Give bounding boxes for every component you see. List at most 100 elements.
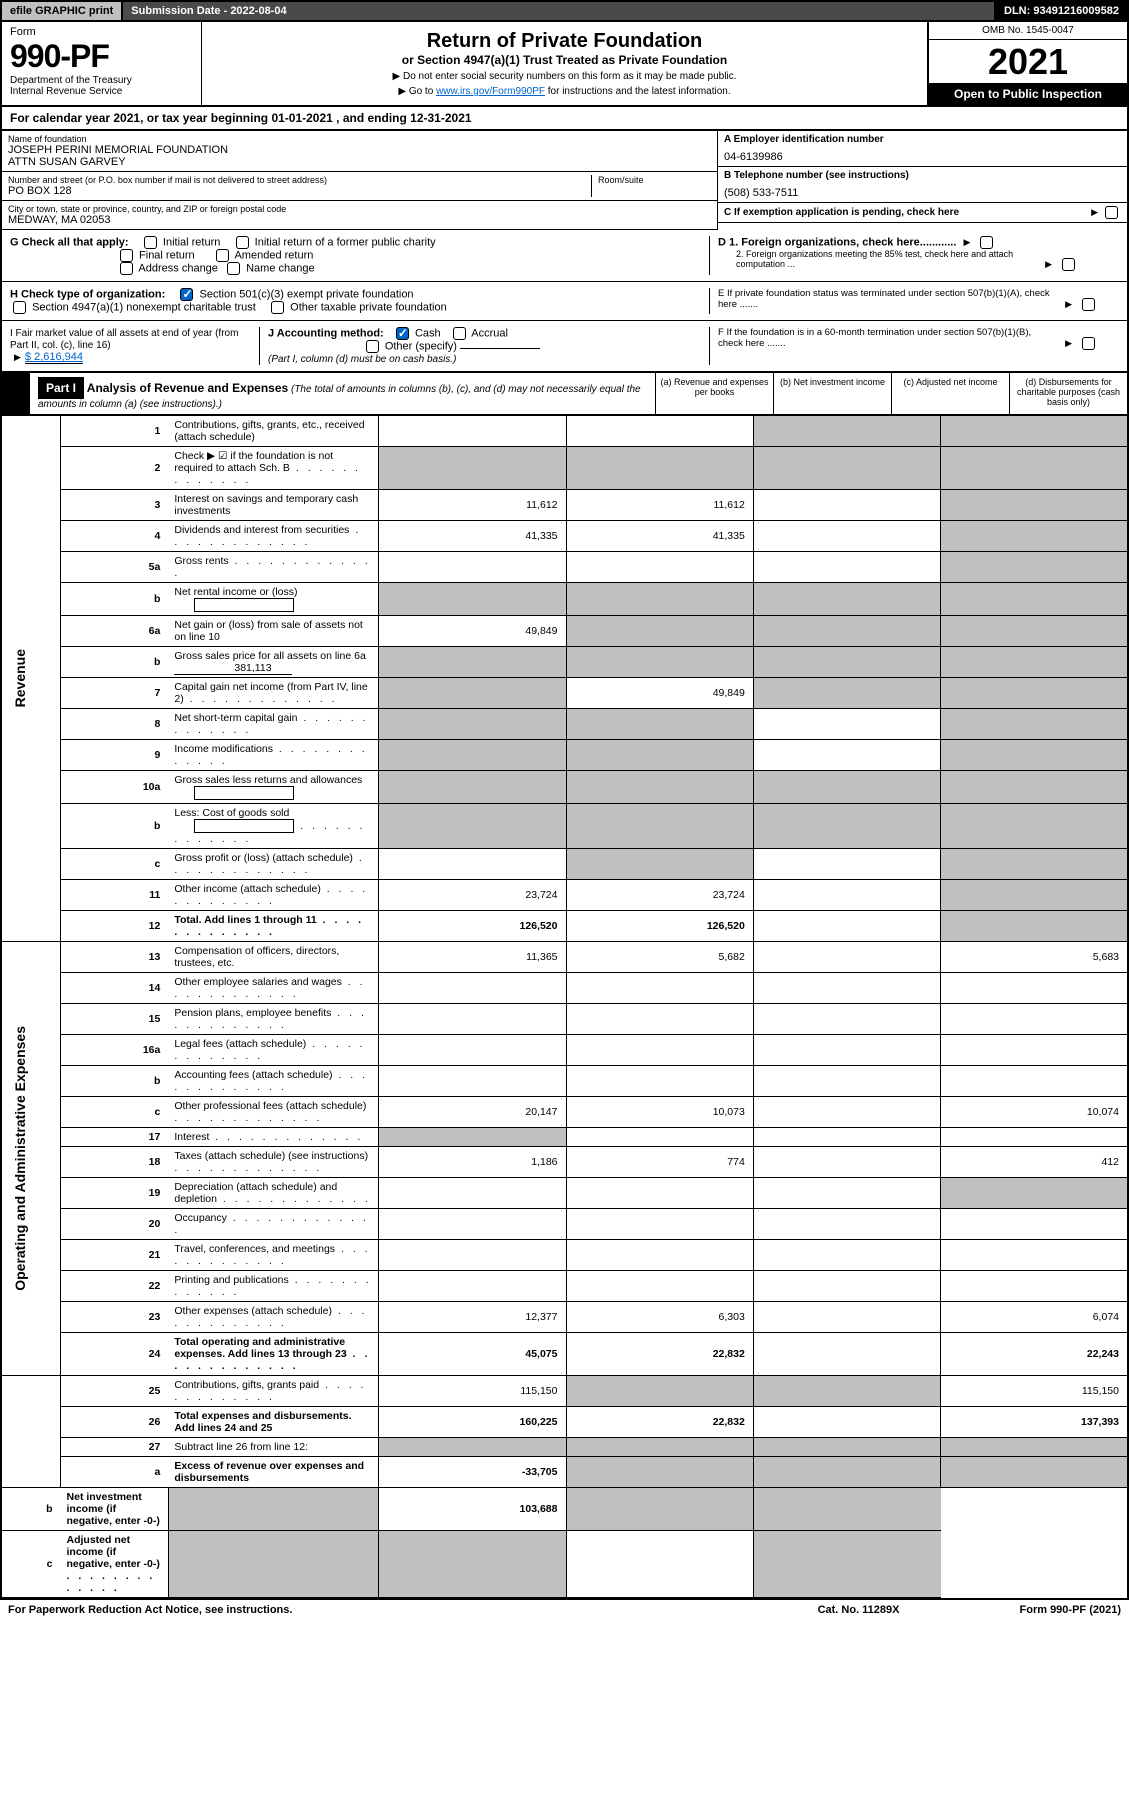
row-val xyxy=(168,1488,378,1531)
row-val xyxy=(753,942,940,973)
chk-initial-return[interactable] xyxy=(144,236,157,249)
chk-name-change[interactable] xyxy=(227,262,240,275)
row-val xyxy=(566,1178,753,1209)
irs-link[interactable]: www.irs.gov/Form990PF xyxy=(436,86,545,97)
row-val xyxy=(941,447,1128,490)
row-number: 7 xyxy=(61,678,169,709)
row-number: 18 xyxy=(61,1147,169,1178)
row-val xyxy=(941,880,1128,911)
row-number: 20 xyxy=(61,1209,169,1240)
table-row: 22Printing and publications xyxy=(1,1271,1128,1302)
table-row: 5aGross rents xyxy=(1,552,1128,583)
row-val: 41,335 xyxy=(379,521,566,552)
form-title: Return of Private Foundation xyxy=(210,30,919,53)
row-val xyxy=(566,416,753,447)
row-val xyxy=(941,616,1128,647)
chk-f[interactable] xyxy=(1082,337,1095,350)
table-row: 9Income modifications xyxy=(1,740,1128,771)
addr-label: Number and street (or P.O. box number if… xyxy=(8,175,591,185)
row-desc: Excess of revenue over expenses and disb… xyxy=(168,1457,378,1488)
chk-amended[interactable] xyxy=(216,249,229,262)
calendar-year: For calendar year 2021, or tax year begi… xyxy=(0,107,1129,131)
col-b-header: (b) Net investment income xyxy=(773,373,891,414)
row-val xyxy=(753,1488,940,1531)
chk-4947[interactable] xyxy=(13,301,26,314)
row-desc: Net gain or (loss) from sale of assets n… xyxy=(168,616,378,647)
chk-other-method[interactable] xyxy=(366,340,379,353)
row-desc: Subtract line 26 from line 12: xyxy=(168,1438,378,1457)
row-val xyxy=(941,647,1128,678)
row-number: 15 xyxy=(61,1004,169,1035)
row-val xyxy=(753,1457,940,1488)
d2-label: 2. Foreign organizations meeting the 85%… xyxy=(718,249,1038,269)
row-desc: Depreciation (attach schedule) and deple… xyxy=(168,1178,378,1209)
form-header: Form 990-PF Department of the Treasury I… xyxy=(0,22,1129,107)
city-label: City or town, state or province, country… xyxy=(8,204,711,214)
col-c-header: (c) Adjusted net income xyxy=(891,373,1009,414)
row-val xyxy=(753,740,940,771)
row-val xyxy=(379,678,566,709)
row-desc: Contributions, gifts, grants, etc., rece… xyxy=(168,416,378,447)
chk-501c3[interactable] xyxy=(180,288,193,301)
chk-d2[interactable] xyxy=(1062,258,1075,271)
row-val: 11,365 xyxy=(379,942,566,973)
row-val xyxy=(566,1066,753,1097)
chk-initial-former[interactable] xyxy=(236,236,249,249)
row-val xyxy=(753,678,940,709)
row-desc: Net rental income or (loss) xyxy=(168,583,378,616)
foundation-name-1: JOSEPH PERINI MEMORIAL FOUNDATION xyxy=(8,144,711,156)
row-desc: Pension plans, employee benefits xyxy=(168,1004,378,1035)
efile-label: efile GRAPHIC print xyxy=(2,2,123,20)
row-val: 126,520 xyxy=(379,911,566,942)
chk-address-change[interactable] xyxy=(120,262,133,275)
note-link: ▶ Go to www.irs.gov/Form990PF for instru… xyxy=(210,86,919,97)
chk-final-return[interactable] xyxy=(120,249,133,262)
row-val xyxy=(941,849,1128,880)
table-row: 8Net short-term capital gain xyxy=(1,709,1128,740)
city-state-zip: MEDWAY, MA 02053 xyxy=(8,214,711,226)
footer-mid: Cat. No. 11289X xyxy=(818,1604,900,1616)
row-val xyxy=(566,1209,753,1240)
table-row: bAccounting fees (attach schedule) xyxy=(1,1066,1128,1097)
footer-left: For Paperwork Reduction Act Notice, see … xyxy=(8,1604,818,1616)
submission-date: Submission Date - 2022-08-04 xyxy=(123,2,996,20)
table-row: 26Total expenses and disbursements. Add … xyxy=(1,1407,1128,1438)
row-val xyxy=(941,1178,1128,1209)
row-val xyxy=(566,647,753,678)
row-number: b xyxy=(61,1066,169,1097)
row-val xyxy=(566,552,753,583)
row-val xyxy=(379,1209,566,1240)
table-row: 18Taxes (attach schedule) (see instructi… xyxy=(1,1147,1128,1178)
chk-cash[interactable] xyxy=(396,327,409,340)
chk-accrual[interactable] xyxy=(453,327,466,340)
exemption-label: C If exemption application is pending, c… xyxy=(724,207,1087,218)
table-row: 15Pension plans, employee benefits xyxy=(1,1004,1128,1035)
chk-d1[interactable] xyxy=(980,236,993,249)
row-desc: Gross profit or (loss) (attach schedule) xyxy=(168,849,378,880)
row-val xyxy=(753,616,940,647)
row-val xyxy=(566,1438,753,1457)
row-val xyxy=(168,1531,378,1598)
row-val xyxy=(379,1531,566,1598)
table-row: 21Travel, conferences, and meetings xyxy=(1,1240,1128,1271)
row-val xyxy=(753,1407,940,1438)
g-label: G Check all that apply: xyxy=(10,236,129,248)
row-val xyxy=(753,583,940,616)
row-desc: Total. Add lines 1 through 11 xyxy=(168,911,378,942)
chk-other-taxable[interactable] xyxy=(271,301,284,314)
fmv-link[interactable]: $ 2,616,944 xyxy=(25,351,83,364)
row-val: 49,849 xyxy=(379,616,566,647)
chk-e[interactable] xyxy=(1082,298,1095,311)
row-val xyxy=(941,973,1128,1004)
row-val: 23,724 xyxy=(379,880,566,911)
row-val xyxy=(566,849,753,880)
exemption-checkbox[interactable] xyxy=(1105,206,1118,219)
row-number: b xyxy=(61,804,169,849)
row-number: 27 xyxy=(61,1438,169,1457)
table-row: cGross profit or (loss) (attach schedule… xyxy=(1,849,1128,880)
table-row: bLess: Cost of goods sold xyxy=(1,804,1128,849)
row-val xyxy=(753,880,940,911)
row-val xyxy=(753,447,940,490)
row-number: 13 xyxy=(61,942,169,973)
table-row: 24Total operating and administrative exp… xyxy=(1,1333,1128,1376)
